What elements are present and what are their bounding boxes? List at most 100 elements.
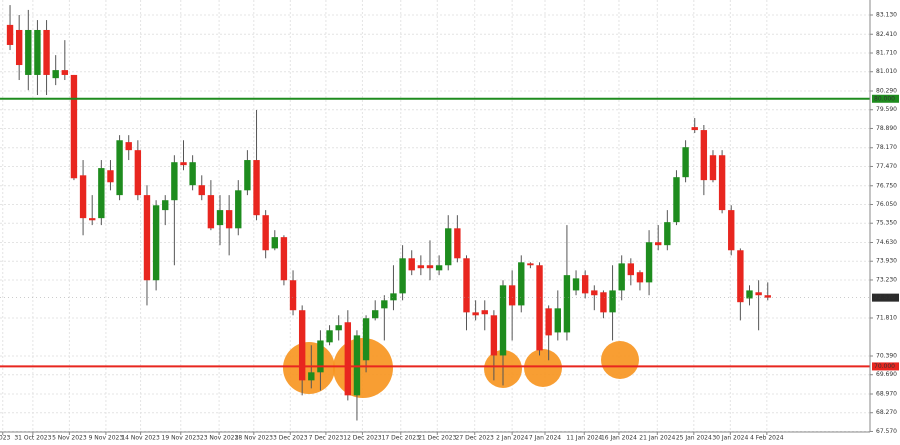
candle-body [244, 160, 251, 191]
y-tick-label: 67.570 [876, 428, 897, 435]
candle-body [253, 160, 260, 216]
candle-body [353, 335, 361, 396]
candle-body [499, 285, 507, 356]
y-tick-label: 78.170 [876, 144, 897, 151]
candle-body [280, 237, 288, 281]
candle-body [536, 265, 543, 351]
candle-body [581, 275, 589, 294]
x-tick-label: 25 Jan 2024 [676, 435, 712, 442]
candle-body [728, 210, 735, 251]
y-tick-label: 73.930 [876, 258, 897, 265]
x-tick-label: 21 Dec 2023 [418, 435, 457, 442]
candle-body [518, 262, 525, 306]
candle-body [554, 308, 561, 333]
x-tick-label: 5 Nov 2023 [52, 435, 87, 442]
candle-body [655, 242, 662, 246]
candle-body [682, 147, 689, 178]
y-tick-label: 68.970 [876, 390, 897, 397]
candle-body [600, 292, 607, 313]
x-tick-label: 2023 [0, 435, 11, 442]
candle-body [152, 205, 160, 281]
highlight-circle [601, 341, 639, 379]
y-tick-label: 78.890 [876, 125, 897, 132]
x-tick-label: 21 Jan 2024 [639, 435, 675, 442]
candle-body [189, 162, 196, 186]
candle-body [609, 290, 616, 313]
candle-body [645, 242, 653, 283]
candle-body [372, 310, 379, 319]
candle-body [198, 185, 205, 196]
level-label-box [872, 362, 899, 371]
highlight-circle [524, 349, 562, 387]
y-tick-label: 70.390 [876, 352, 897, 359]
candle-body [746, 290, 753, 299]
y-tick-label: 80.290 [876, 88, 897, 95]
candle-body [737, 250, 744, 303]
y-tick-label: 81.010 [876, 68, 897, 75]
candle-body [390, 293, 397, 301]
x-tick-label: 14 Nov 2023 [121, 435, 160, 442]
candle-body [417, 265, 425, 269]
y-tick-label: 76.050 [876, 201, 897, 208]
candle-body [755, 292, 762, 296]
candle-body [362, 318, 370, 361]
candle-body [481, 310, 488, 315]
candle-body [107, 170, 114, 183]
candle-body [764, 295, 771, 298]
candle-body [709, 155, 717, 181]
candle-body [527, 263, 534, 266]
last-price-label: 72.570 [874, 294, 895, 301]
candle-body [545, 308, 552, 336]
candle-body [472, 312, 479, 316]
y-tick-label: 73.230 [876, 276, 897, 283]
candle-body [98, 168, 105, 219]
candle-body [43, 29, 50, 75]
candle-body [162, 200, 169, 211]
candle-body [79, 175, 87, 219]
candle-body [308, 372, 315, 381]
candle-body [326, 330, 333, 343]
plot [0, 5, 870, 421]
candle-body [591, 290, 598, 296]
candle-body [454, 228, 461, 259]
x-tick-label: 7 Dec 2023 [309, 435, 344, 442]
candle-body [636, 272, 644, 283]
candle-body [225, 210, 233, 229]
x-tick-label: 17 Dec 2023 [382, 435, 421, 442]
candle-body [618, 263, 625, 291]
candle-body [180, 162, 187, 166]
candle-body [399, 258, 406, 294]
candle-body [335, 325, 342, 331]
y-tick-label: 79.590 [876, 106, 897, 113]
candle-body [143, 195, 151, 281]
level-label: 80.000 [874, 95, 895, 102]
candle-body [89, 218, 96, 221]
y-tick-label: 69.690 [876, 371, 897, 378]
y-tick-label: 82.410 [876, 31, 897, 38]
candle-body [6, 24, 14, 45]
x-tick-label: 4 Feb 2024 [750, 435, 784, 442]
candle-body [490, 315, 498, 356]
y-tick-label: 76.750 [876, 182, 897, 189]
candle-body [34, 29, 41, 75]
y-tick-label: 81.710 [876, 49, 897, 56]
candle-body [134, 150, 142, 196]
x-tick-label: 28 Nov 2023 [235, 435, 274, 442]
x-tick-label: 9 Nov 2023 [89, 435, 124, 442]
axes: 83.130 82.410 81.710 81.010 80.290 79.590 78.8… [0, 11, 899, 442]
y-tick-label: 75.350 [876, 220, 897, 227]
candle-body [171, 162, 178, 201]
candle-body [627, 263, 635, 276]
candle-body [70, 74, 78, 179]
candle-body [317, 340, 324, 373]
candle-body [289, 280, 297, 311]
candle-body [664, 222, 671, 246]
y-tick-label: 74.630 [876, 239, 897, 246]
x-tick-label: 31 Oct 2023 [14, 435, 51, 442]
last-price-box [872, 293, 899, 302]
level-label-box [872, 94, 899, 103]
x-tick-label: 2 Jan 2024 [496, 435, 528, 442]
y-tick-label: 83.130 [876, 11, 897, 18]
candle-body [445, 228, 452, 266]
